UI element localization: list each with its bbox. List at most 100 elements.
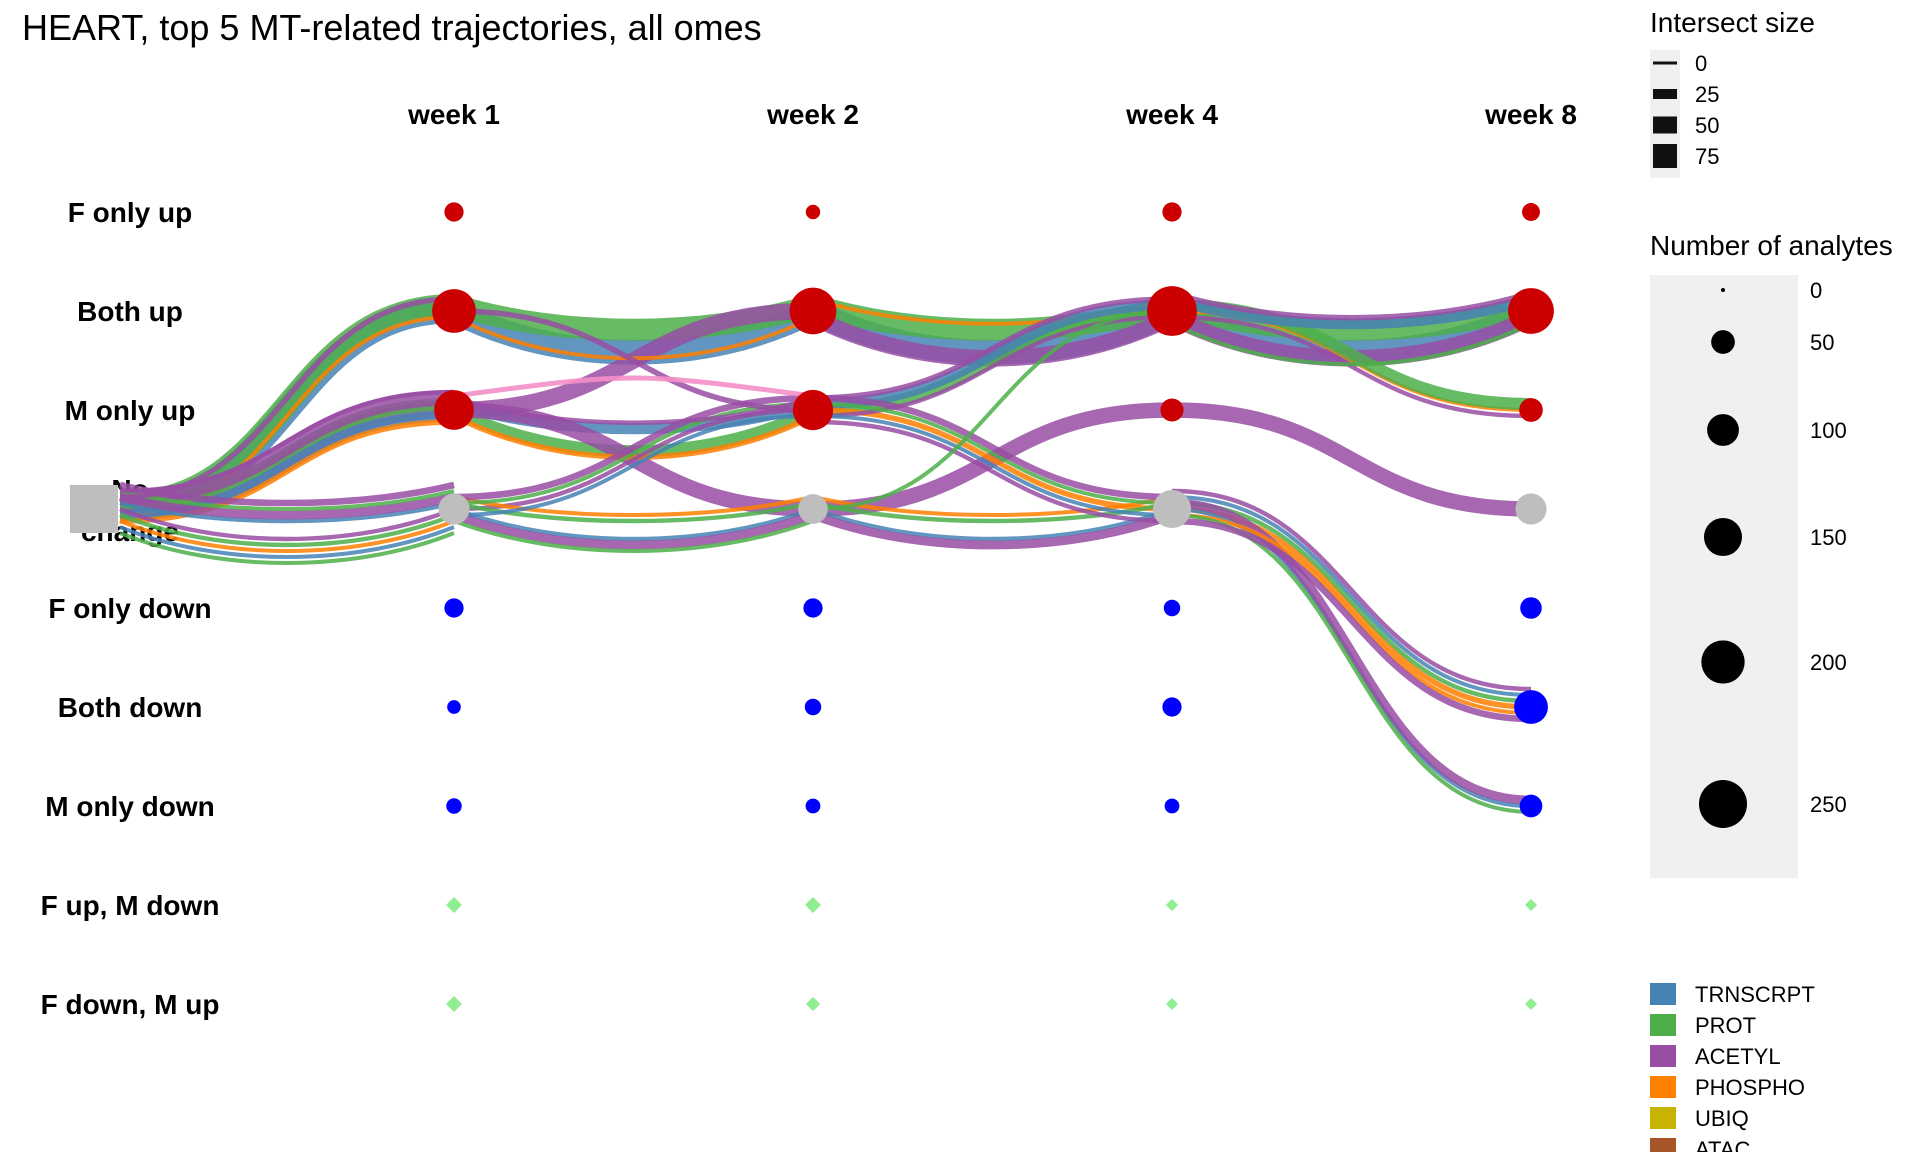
node-week-1-m-only-up: [434, 390, 474, 430]
node-week-8-f-only-up: [1522, 203, 1540, 221]
node-week-4-both-up: [1147, 286, 1197, 336]
node-week-4-m-only-down: [1164, 798, 1180, 814]
node-week-2-both-up: [789, 287, 837, 335]
flow-trnscrpt-5-seg3: [1170, 293, 1533, 330]
analytes-key-0: [1721, 288, 1725, 292]
intersect-key-25: [1653, 89, 1677, 99]
flow-acetyl-11-seg3: [1171, 498, 1532, 805]
timepoint-labels: week 1 week 2 week 4 week 8: [407, 99, 1577, 130]
flow-phospho-7-seg3: [1171, 506, 1532, 710]
state-label-f-down-m-up: F down, M up: [41, 989, 220, 1020]
flow-acetyl-8-seg3: [1171, 314, 1532, 419]
ome-key-trnscrpt: [1650, 983, 1676, 1005]
analytes-legend-key-bg: [1650, 275, 1798, 878]
state-label-f-only-down: F only down: [48, 593, 211, 624]
state-label-f-only-up: F only up: [68, 197, 192, 228]
ome-key-prot: [1650, 1014, 1676, 1036]
flow-prot-13-seg1: [453, 402, 814, 505]
flow-acetyl-8-seg0: [119, 506, 455, 542]
node-week-8-f-only-down: [1520, 597, 1542, 619]
node-week-2-no-change: [798, 494, 828, 524]
ome-key-acetyl: [1650, 1045, 1676, 1067]
node-week-2-m-only-down: [805, 798, 821, 814]
ome-label-prot: PROT: [1695, 1013, 1756, 1038]
flow-acetyl-11-seg1: [452, 510, 815, 550]
flow-prot-13-seg2: [812, 402, 1173, 505]
state-label-m-only-up: M only up: [65, 395, 196, 426]
analytes-key-250: [1698, 779, 1748, 829]
ome-key-atac: [1650, 1138, 1676, 1152]
node-week-1-f-only-up: [444, 202, 464, 222]
timepoint-label-week-8: week 8: [1484, 99, 1577, 130]
intersect-label-50: 50: [1695, 113, 1719, 138]
flow-phospho-12-seg0: [119, 519, 455, 553]
state-label-both-down: Both down: [58, 692, 203, 723]
flow-trnscrpt-14-seg3: [1171, 495, 1532, 697]
flow-acetyl-18-seg3: [1171, 290, 1532, 321]
node-week-4-m-only-up: [1160, 398, 1184, 422]
timepoint-label-week-1: week 1: [407, 99, 500, 130]
analytes-key-150: [1703, 517, 1743, 557]
ome-label-atac: ATAC: [1695, 1137, 1751, 1152]
flow-acetyl-18-seg2: [812, 296, 1173, 401]
node-week-2-f-only-down: [803, 598, 823, 618]
node-week-1-f-only-down: [444, 598, 464, 618]
ome-label-ubiq: UBIQ: [1695, 1106, 1749, 1131]
ome-label-trnscrpt: TRNSCRPT: [1695, 982, 1815, 1007]
flow-phospho-12-seg3: [1171, 513, 1532, 715]
state-nodes: [70, 202, 1554, 1012]
analytes-label-0: 0: [1810, 278, 1822, 303]
intersect-key-50: [1653, 116, 1677, 134]
trajectory-flows: [118, 290, 1537, 814]
ome-label-phospho: PHOSPHO: [1695, 1075, 1805, 1100]
flow-prot-10-seg0: [119, 512, 455, 548]
intersect-key-0: [1653, 61, 1677, 65]
state-label-f-up-m-down: F up, M down: [41, 890, 220, 921]
node-week-2-m-only-up: [792, 389, 834, 431]
flow-acetyl-18-seg0: [119, 296, 455, 500]
analytes-key-200: [1701, 640, 1745, 684]
node-week-8-f-up-m-down: [1525, 899, 1537, 911]
analytes-label-250: 250: [1810, 792, 1847, 817]
flow-acetyl-15-seg3: [1171, 517, 1532, 723]
ome-key-phospho: [1650, 1076, 1676, 1098]
legends: Intersect size 0 25 50 75 Number of analyte…: [1650, 7, 1893, 1152]
node-week-1-both-down: [447, 700, 461, 714]
flow-prot-13-seg0: [119, 489, 455, 511]
analytes-label-50: 50: [1810, 330, 1834, 355]
flow-acetyl-6-seg3: [1171, 402, 1532, 517]
analytes-label-150: 150: [1810, 525, 1847, 550]
flow-prot-10-seg3: [1171, 500, 1532, 704]
intersect-legend-title: Intersect size: [1650, 7, 1815, 38]
intersect-key-75: [1653, 144, 1677, 168]
flow-prot-17-seg3: [1171, 321, 1532, 367]
node-week-1-f-down-m-up: [446, 996, 462, 1012]
node-week-4-both-down: [1162, 697, 1182, 717]
node-week-8-m-only-up: [1519, 398, 1543, 422]
flow-acetyl-6-seg0: [119, 390, 455, 505]
ome-key-ubiq: [1650, 1107, 1676, 1129]
node-week-8-no-change: [1515, 493, 1547, 525]
analytes-label-100: 100: [1810, 418, 1847, 443]
flow-acetyl-11-seg0: [118, 492, 456, 520]
flow-trnscrpt-14-seg1: [453, 414, 814, 517]
analytes-label-200: 200: [1810, 650, 1847, 675]
analytes-key-50: [1711, 330, 1735, 354]
node-week-1-f-up-m-down: [446, 897, 462, 913]
analytes-key-100: [1707, 414, 1739, 446]
node-week-2-f-only-up: [805, 204, 821, 220]
intersect-legend-keys: 0 25 50 75: [1653, 51, 1719, 169]
intersect-label-25: 25: [1695, 82, 1719, 107]
node-week-4-f-down-m-up: [1166, 998, 1178, 1010]
intersect-label-0: 0: [1695, 51, 1707, 76]
flow-trnscrpt-9-seg1: [453, 506, 814, 542]
flow-trnscrpt-9-seg0: [119, 500, 455, 524]
node-week-8-f-down-m-up: [1525, 998, 1537, 1010]
node-week-4-f-up-m-down: [1165, 898, 1179, 912]
node-week-2-f-down-m-up: [805, 996, 821, 1012]
node-week-4-no-change: [1152, 489, 1192, 529]
node-week-8-m-only-down: [1519, 794, 1543, 818]
timepoint-label-week-2: week 2: [766, 99, 859, 130]
